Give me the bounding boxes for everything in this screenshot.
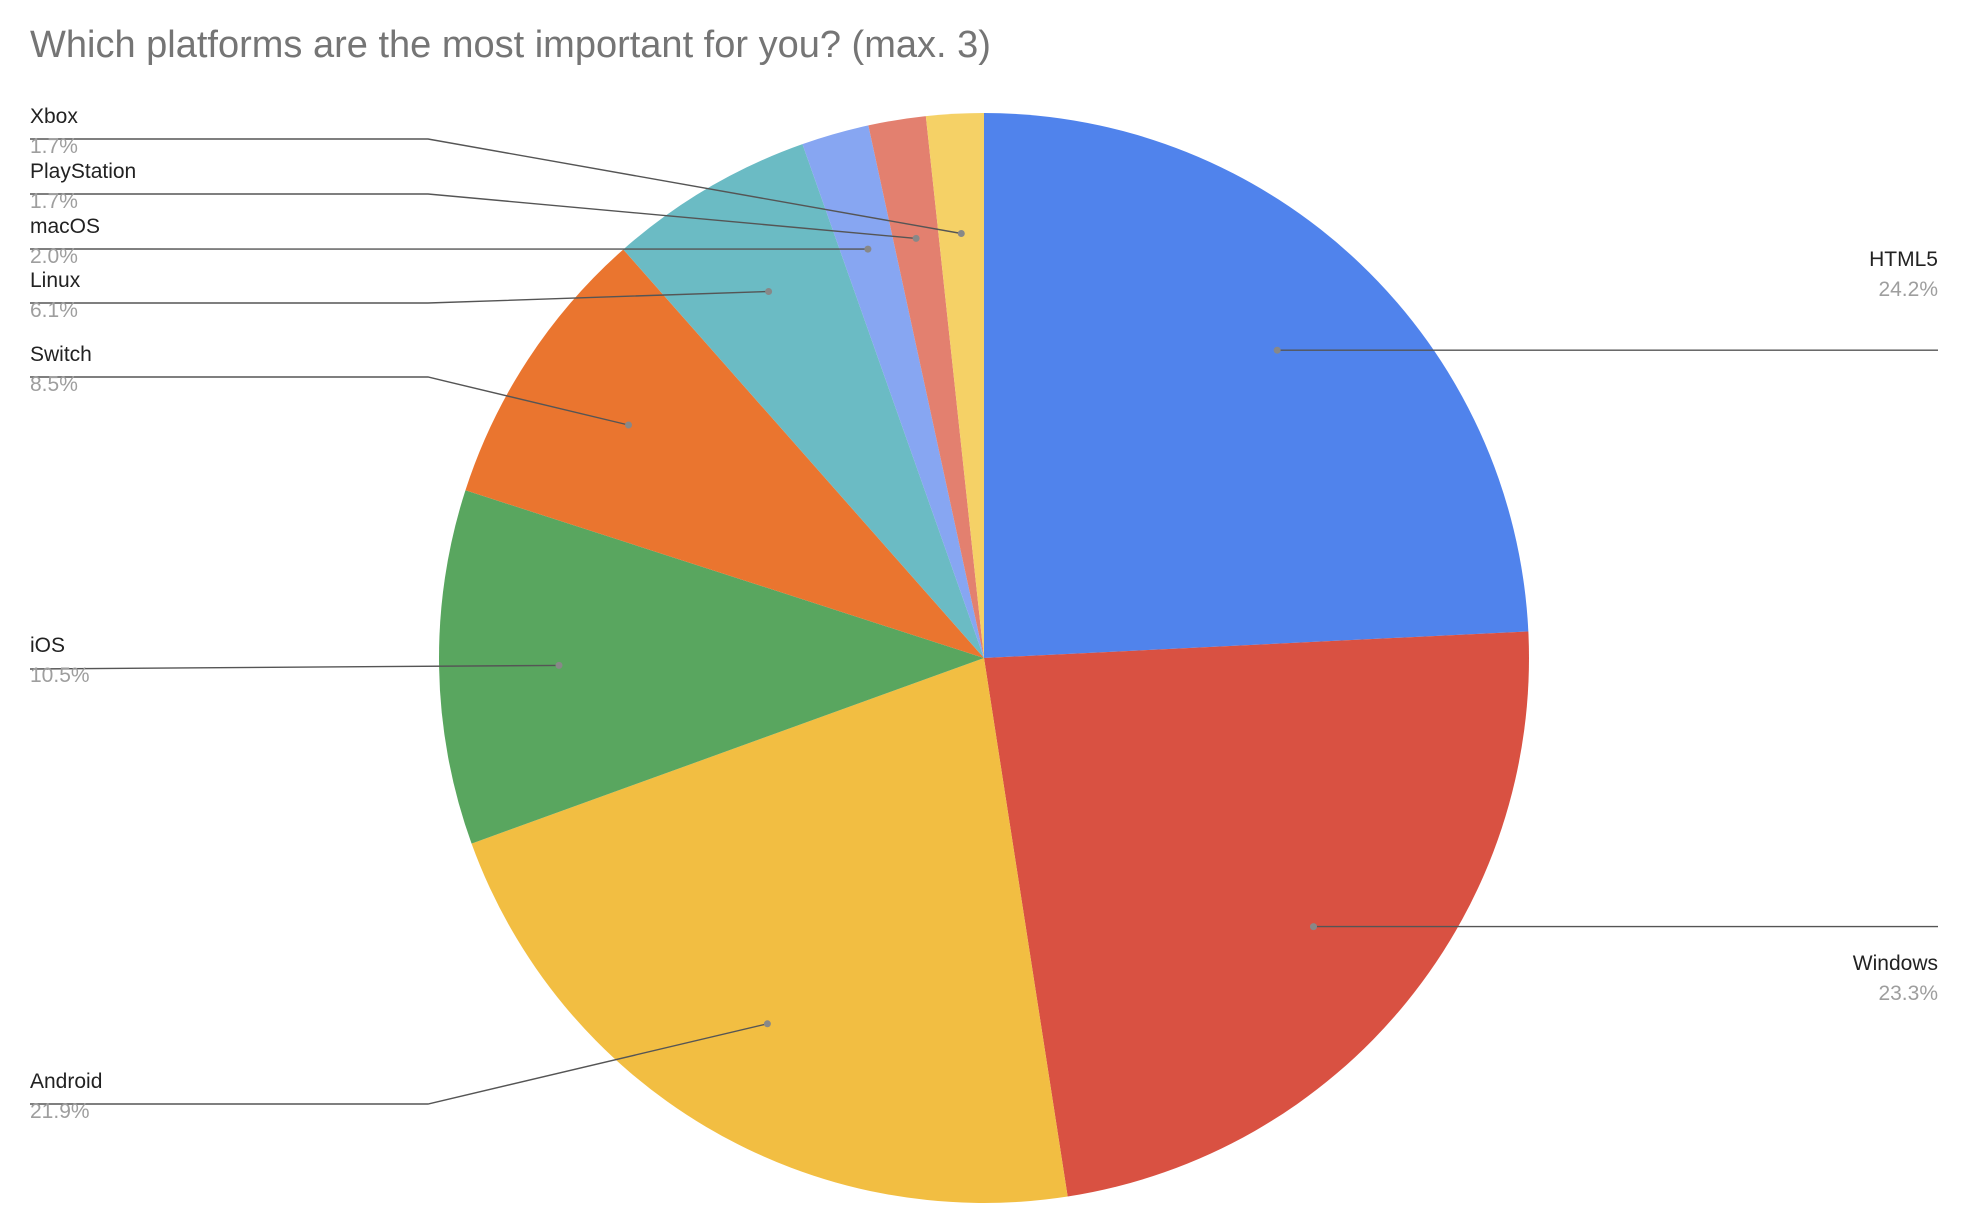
slice-label-switch: Switch [30, 343, 92, 366]
slice-label-playstation: PlayStation [30, 160, 136, 183]
pie-slice-ios [439, 490, 984, 844]
pie-slice-xbox [925, 113, 984, 658]
slice-percent-html5: 24.2% [1878, 278, 1938, 301]
slice-label-xbox: Xbox [30, 105, 78, 128]
pie-slice-playstation [868, 116, 984, 659]
leader-dot-playstation [912, 234, 920, 242]
pie-slices [439, 113, 1529, 1203]
leader-line-switch [30, 376, 629, 426]
leader-line-linux [30, 290, 769, 304]
pie-slice-android [471, 658, 1068, 1203]
slice-label-html5: HTML5 [1869, 248, 1938, 271]
leader-dot-windows [1310, 923, 1317, 931]
leader-line-playstation [30, 193, 917, 240]
leader-dot-html5 [1273, 346, 1281, 354]
slice-percent-macos: 2.0% [30, 245, 78, 268]
slice-labels: HTML5 24.2% Windows 23.3% Android 21.9% iOS 10.… [30, 105, 1938, 1123]
slice-label-android: Android [30, 1070, 102, 1093]
slice-label-linux: Linux [30, 269, 81, 292]
leader-line-android [30, 1023, 768, 1105]
pie-slice-windows [984, 631, 1529, 1197]
leader-line-xbox [30, 138, 962, 235]
slice-percent-xbox: 1.7% [30, 135, 78, 158]
slice-label-macos: macOS [30, 215, 100, 238]
leader-dot-macos [864, 245, 872, 253]
slice-label-ios: iOS [30, 634, 65, 657]
slice-percent-playstation: 1.7% [30, 190, 78, 213]
pie-slice-linux [623, 144, 984, 658]
leader-line-ios [29, 664, 560, 670]
slice-percent-windows: 23.3% [1878, 982, 1938, 1005]
leader-lines [29, 138, 1938, 1105]
slice-percent-android: 21.9% [30, 1100, 90, 1123]
leader-dot-linux [765, 288, 773, 295]
slice-percent-ios: 10.5% [30, 664, 90, 687]
slice-label-windows: Windows [1853, 952, 1938, 975]
leader-dot-ios [555, 661, 563, 669]
chart-title: Which platforms are the most important f… [30, 24, 991, 66]
slice-percent-switch: 8.5% [30, 373, 78, 396]
pie-slice-switch [465, 249, 985, 658]
leader-dot-switch [625, 421, 632, 429]
leader-dot-xbox [957, 230, 965, 237]
slice-percent-linux: 6.1% [30, 299, 78, 322]
pie-slice-html5 [984, 113, 1529, 658]
leader-dot-android [763, 1020, 771, 1028]
pie-slice-macos [802, 125, 984, 658]
